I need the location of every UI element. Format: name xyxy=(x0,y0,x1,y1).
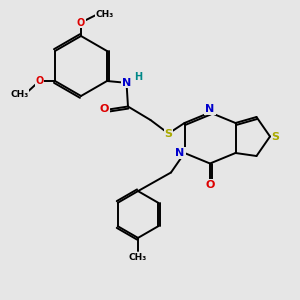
Text: N: N xyxy=(206,104,214,114)
Text: CH₃: CH₃ xyxy=(95,10,113,19)
Text: N: N xyxy=(122,77,131,88)
Text: O: O xyxy=(205,179,215,190)
Text: O: O xyxy=(35,76,44,86)
Text: CH₃: CH₃ xyxy=(11,90,29,99)
Text: O: O xyxy=(99,104,109,115)
Text: N: N xyxy=(176,148,184,158)
Text: S: S xyxy=(164,128,172,139)
Text: O: O xyxy=(77,17,85,28)
Text: CH₃: CH₃ xyxy=(129,253,147,262)
Text: S: S xyxy=(272,131,279,142)
Text: H: H xyxy=(134,71,142,82)
